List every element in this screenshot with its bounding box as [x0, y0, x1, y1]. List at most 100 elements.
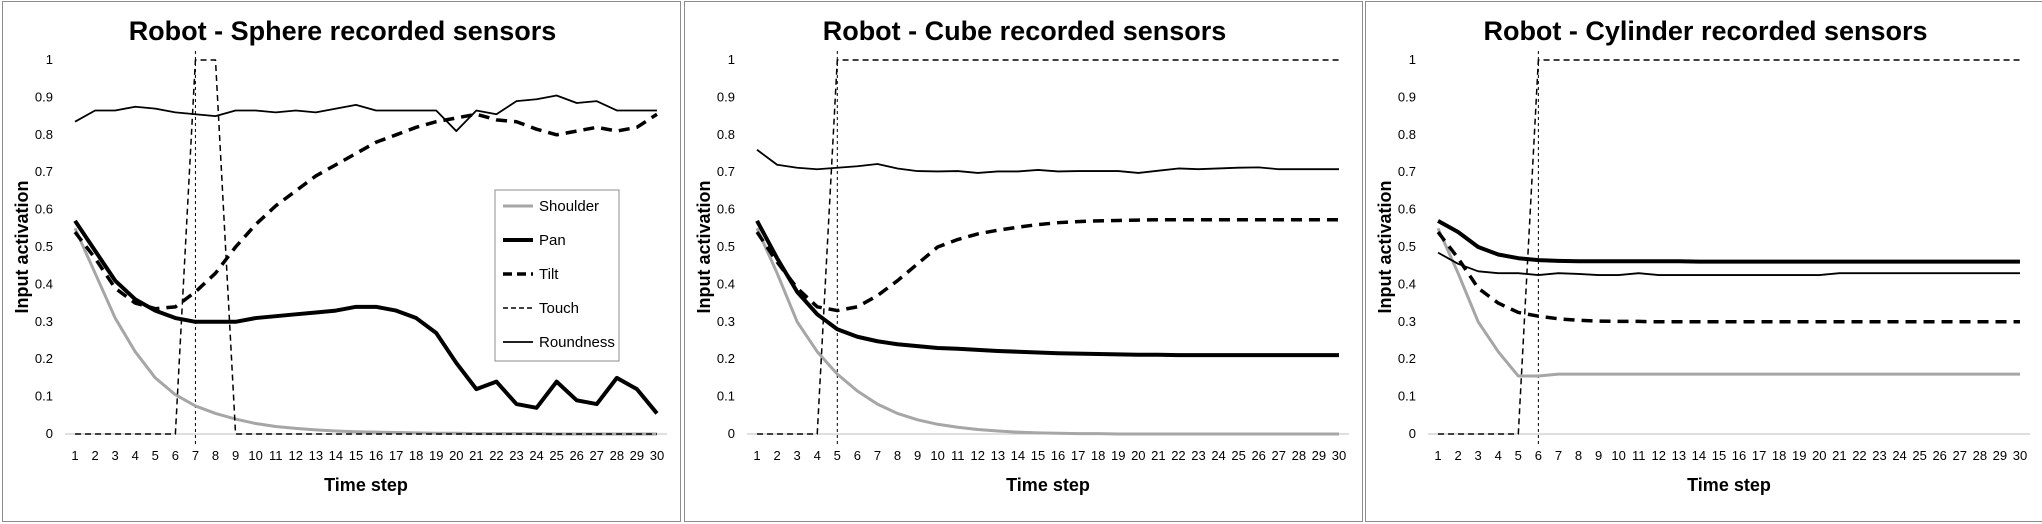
series-line-touch [757, 59, 1339, 435]
y-tick-label: 0.4 [35, 276, 53, 291]
x-tick-label: 25 [549, 448, 563, 463]
x-tick-label: 1 [71, 448, 78, 463]
y-tick-label: 0.2 [35, 351, 53, 366]
x-tick-label: 10 [248, 448, 262, 463]
x-tick-label: 22 [489, 448, 503, 463]
x-tick-label: 29 [1993, 448, 2007, 463]
x-tick-label: 14 [1011, 448, 1025, 463]
y-tick-label: 1 [728, 52, 735, 67]
chart-panel-cylinder: Robot - Cylinder recorded sensors Input a… [1365, 1, 2042, 522]
x-tick-label: 24 [1211, 448, 1225, 463]
x-tick-label: 17 [389, 448, 403, 463]
series-line-shoulder [1436, 227, 2020, 378]
chart-svg: Robot - Cylinder recorded sensors Input a… [1375, 16, 2030, 495]
x-tick-label: 20 [1131, 448, 1145, 463]
x-tick-label: 27 [1272, 448, 1286, 463]
y-tick-label: 0 [1409, 426, 1416, 441]
y-tick-label: 0.1 [35, 389, 53, 404]
x-tick-label: 7 [192, 448, 199, 463]
chart-svg: Robot - Cube recorded sensors Input activ… [694, 16, 1349, 495]
x-tick-label: 8 [894, 448, 901, 463]
x-tick-label: 4 [132, 448, 139, 463]
x-tick-label: 23 [1872, 448, 1886, 463]
x-tick-label: 16 [1051, 448, 1065, 463]
series-line-touch [1438, 59, 2020, 435]
y-tick-label: 0.8 [717, 127, 735, 142]
x-tick-label: 13 [1672, 448, 1686, 463]
x-tick-label: 7 [874, 448, 881, 463]
x-tick-label: 11 [1632, 448, 1646, 463]
series-line-pan [73, 219, 659, 415]
series-line-touch [75, 59, 657, 435]
x-tick-label: 12 [971, 448, 985, 463]
series-line-roundness [74, 94, 657, 132]
x-tick-label: 14 [329, 448, 343, 463]
y-tick-label: 0 [46, 426, 53, 441]
y-tick-label: 0.7 [717, 164, 735, 179]
legend-label: Roundness [539, 334, 615, 351]
chart-svg: Robot - Sphere recorded sensors Input act… [12, 16, 667, 495]
x-tick-label: 16 [1732, 448, 1746, 463]
x-tick-label: 26 [1251, 448, 1265, 463]
y-tick-label: 1 [1409, 52, 1416, 67]
series-line-pan [1437, 219, 2020, 264]
x-tick-label: 13 [309, 448, 323, 463]
x-tick-label: 6 [172, 448, 179, 463]
x-tick-label: 1 [1434, 448, 1441, 463]
x-tick-label: 19 [429, 448, 443, 463]
x-tick-label: 16 [369, 448, 383, 463]
x-tick-label: 20 [1812, 448, 1826, 463]
x-tick-label: 15 [1031, 448, 1045, 463]
x-tick-label: 15 [349, 448, 363, 463]
x-tick-label: 21 [1832, 448, 1846, 463]
y-tick-label: 0.3 [1398, 314, 1416, 329]
y-tick-label: 0.9 [35, 89, 53, 104]
y-tick-label: 0.8 [1398, 127, 1416, 142]
x-tick-label: 13 [991, 448, 1005, 463]
x-tick-label: 28 [1292, 448, 1306, 463]
x-tick-label: 18 [409, 448, 423, 463]
x-tick-label: 30 [2013, 448, 2027, 463]
x-tick-label: 9 [914, 448, 921, 463]
x-tick-label: 17 [1071, 448, 1085, 463]
x-tick-label: 5 [1515, 448, 1522, 463]
x-tick-label: 11 [269, 448, 283, 463]
series-line-pan [755, 219, 1339, 358]
y-tick-label: 0.9 [1398, 89, 1416, 104]
x-tick-label: 6 [1535, 448, 1542, 463]
y-axis-label: Input activation [12, 180, 32, 313]
x-tick-label: 5 [834, 448, 841, 463]
x-tick-label: 10 [930, 448, 944, 463]
x-tick-label: 25 [1912, 448, 1926, 463]
x-tick-label: 27 [1953, 448, 1967, 463]
y-tick-label: 0.4 [1398, 276, 1416, 291]
x-tick-label: 2 [91, 448, 98, 463]
y-tick-label: 0.5 [35, 239, 53, 254]
x-tick-label: 11 [951, 448, 965, 463]
x-tick-label: 4 [1495, 448, 1502, 463]
x-tick-label: 21 [469, 448, 483, 463]
y-tick-label: 0.3 [35, 314, 53, 329]
x-tick-label: 7 [1555, 448, 1562, 463]
x-tick-label: 12 [289, 448, 303, 463]
x-tick-label: 30 [650, 448, 664, 463]
x-tick-label: 26 [1932, 448, 1946, 463]
x-tick-label: 5 [152, 448, 159, 463]
x-tick-label: 12 [1652, 448, 1666, 463]
series-line-roundness [1437, 251, 2020, 276]
y-tick-label: 0.5 [1398, 239, 1416, 254]
x-tick-label: 22 [1171, 448, 1185, 463]
x-tick-label: 3 [794, 448, 801, 463]
chart-title: Robot - Cylinder recorded sensors [1483, 16, 1927, 46]
x-tick-label: 22 [1852, 448, 1866, 463]
legend-label: Tilt [539, 266, 559, 283]
y-tick-label: 1 [46, 52, 53, 67]
y-tick-label: 0.1 [1398, 389, 1416, 404]
y-tick-label: 0.6 [35, 202, 53, 217]
y-tick-label: 0.4 [717, 276, 735, 291]
x-tick-label: 2 [1454, 448, 1461, 463]
x-tick-label: 3 [1475, 448, 1482, 463]
y-tick-label: 0.3 [717, 314, 735, 329]
y-tick-label: 0.1 [717, 389, 735, 404]
x-tick-label: 4 [814, 448, 821, 463]
